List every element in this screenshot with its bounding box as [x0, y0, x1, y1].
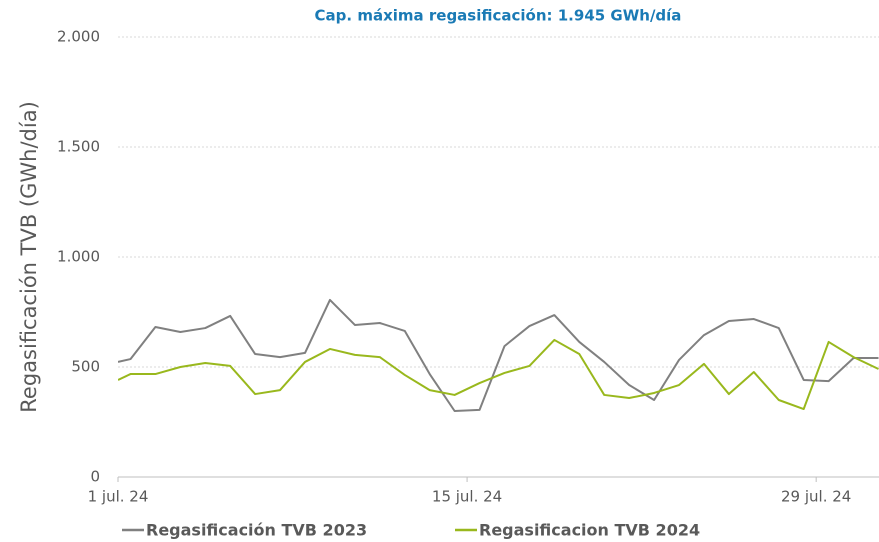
y-tick-label: 2.000: [57, 28, 100, 46]
x-tick-label: 1 jul. 24: [88, 488, 149, 506]
y-axis-label: Regasificación TVB (GWh/día): [17, 101, 41, 413]
legend: Regasificación TVB 2023 Regasificacion TV…: [122, 521, 700, 540]
series-line: [118, 298, 879, 412]
plot-area: [118, 298, 879, 412]
grid: 0 500 1.000 1.500 2.000 1 jul. 24 15 jul. 24 29…: [57, 28, 879, 506]
y-tick-label: 1.500: [57, 138, 100, 156]
legend-label: Regasificación TVB 2023: [146, 521, 367, 540]
series-line: [118, 338, 879, 411]
legend-label: Regasificacion TVB 2024: [479, 521, 700, 540]
y-tick-label: 0: [90, 468, 100, 486]
x-tick-label: 29 jul. 24: [781, 488, 851, 506]
y-tick-label: 500: [71, 358, 100, 376]
chart-title: Cap. máxima regasificación: 1.945 GWh/dí…: [315, 7, 682, 25]
y-tick-label: 1.000: [57, 248, 100, 266]
x-tick-label: 15 jul. 24: [432, 488, 502, 506]
